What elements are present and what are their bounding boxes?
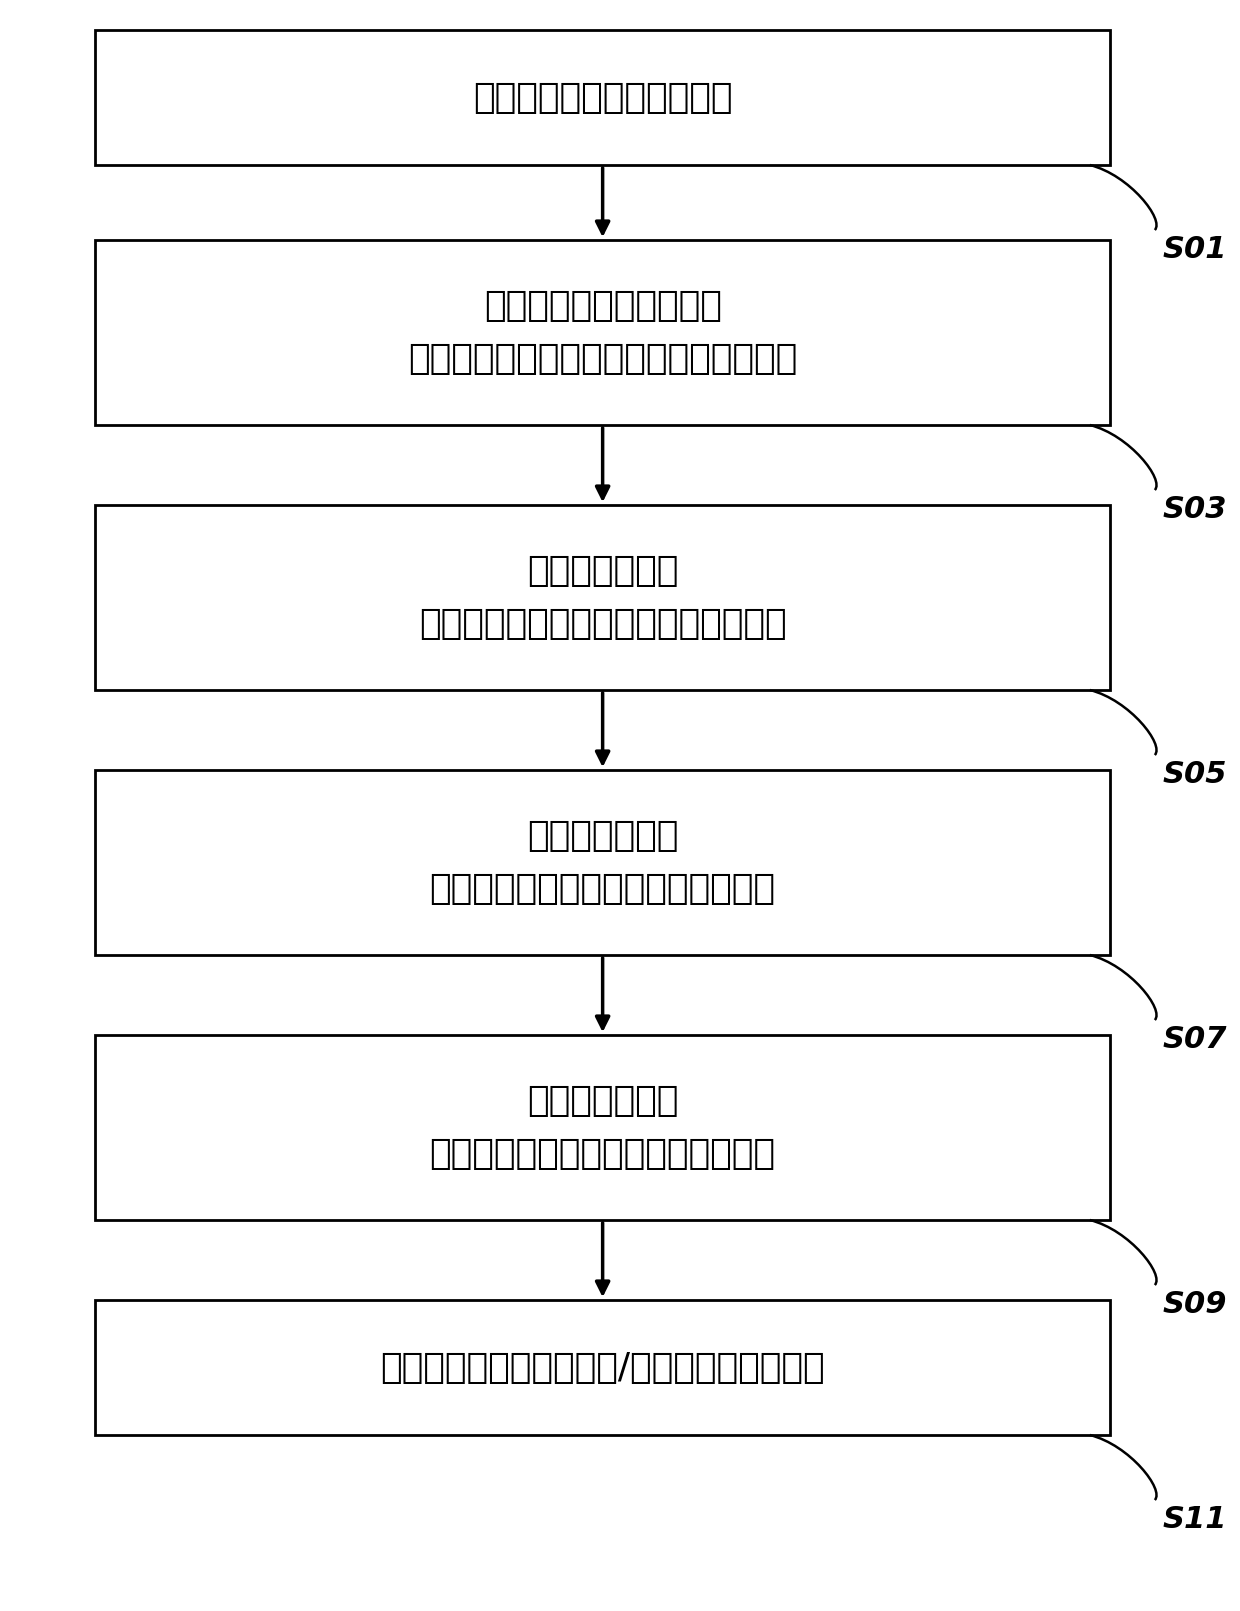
Text: 根据技术指示选择放大器件: 根据技术指示选择放大器件 xyxy=(472,81,733,114)
Text: S01: S01 xyxy=(1163,235,1228,264)
Bar xyxy=(95,1034,1110,1220)
Text: S11: S11 xyxy=(1163,1505,1228,1534)
Text: S09: S09 xyxy=(1163,1290,1228,1319)
Text: 设计输入电路，
使得信号源和放大器件的输入阻抗匹配: 设计输入电路， 使得信号源和放大器件的输入阻抗匹配 xyxy=(419,554,786,641)
Bar xyxy=(95,31,1110,164)
Text: 设计输出电路，
使得负载和放大器件的输出阻抗匹配: 设计输出电路， 使得负载和放大器件的输出阻抗匹配 xyxy=(429,818,776,905)
Bar xyxy=(95,1300,1110,1435)
Bar xyxy=(95,770,1110,955)
Text: 设计调试电路，
使得所述放大电路满足极点约束条件: 设计调试电路， 使得所述放大电路满足极点约束条件 xyxy=(429,1084,776,1171)
Text: 设计交流电压限幅电路和/或交流电流限幅电路: 设计交流电压限幅电路和/或交流电流限幅电路 xyxy=(381,1350,825,1384)
Bar xyxy=(95,240,1110,425)
Text: S05: S05 xyxy=(1163,760,1228,789)
Text: S03: S03 xyxy=(1163,495,1228,524)
Text: 根据所选择的放大器件，
设计用于给所述放大器件供电的供电电路: 根据所选择的放大器件， 设计用于给所述放大器件供电的供电电路 xyxy=(408,288,797,375)
Bar xyxy=(95,504,1110,690)
Text: S07: S07 xyxy=(1163,1025,1228,1054)
